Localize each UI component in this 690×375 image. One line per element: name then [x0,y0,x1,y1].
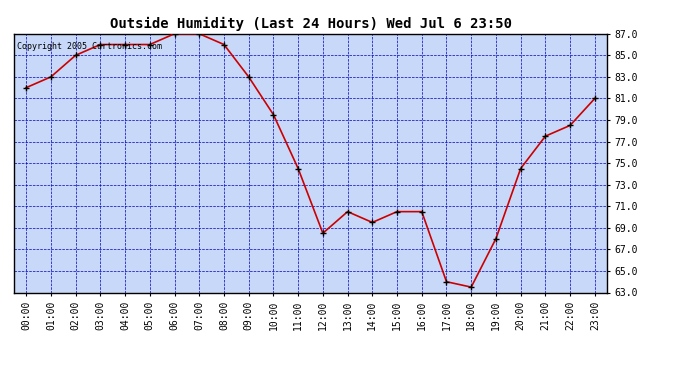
Text: Copyright 2005 Curtronics.com: Copyright 2005 Curtronics.com [17,42,161,51]
Title: Outside Humidity (Last 24 Hours) Wed Jul 6 23:50: Outside Humidity (Last 24 Hours) Wed Jul… [110,17,511,31]
